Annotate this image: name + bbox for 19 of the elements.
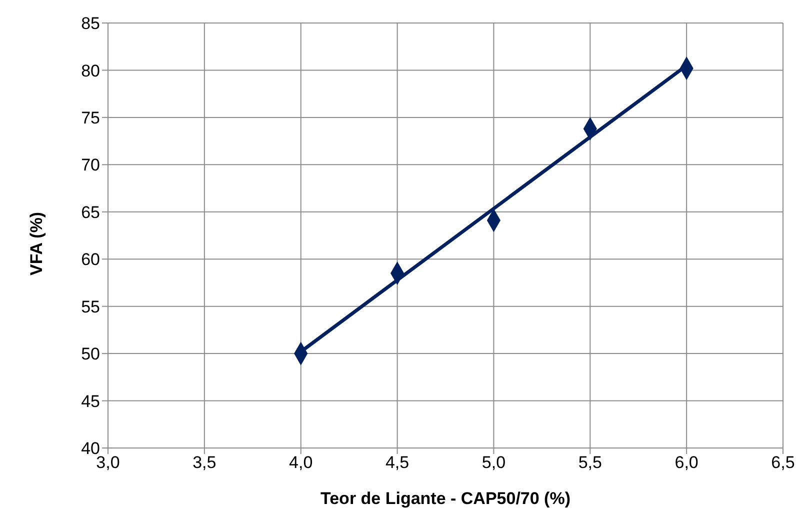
x-axis-title: Teor de Ligante - CAP50/70 (%) (320, 489, 571, 508)
x-tick-label: 6,0 (674, 453, 698, 472)
x-tick-label: 4,5 (385, 453, 410, 472)
y-tick-label: 85 (81, 14, 100, 34)
y-tick-label: 80 (81, 61, 100, 80)
x-tick-label: 3,5 (192, 453, 216, 472)
x-tick-label: 6,5 (771, 453, 795, 472)
y-tick-label: 60 (81, 250, 100, 270)
x-tick-label: 5,0 (482, 453, 506, 472)
y-tick-label: 45 (81, 392, 100, 411)
y-axis-title: VFA (%) (27, 212, 46, 276)
y-tick-label: 55 (81, 297, 100, 316)
x-tick-label: 5,5 (578, 453, 602, 472)
y-tick-label: 65 (81, 202, 100, 222)
x-tick-label: 3,0 (96, 453, 120, 472)
y-tick-label: 75 (81, 108, 100, 128)
x-tick-label: 4,0 (289, 453, 313, 472)
y-tick-label: 70 (81, 156, 100, 175)
y-tick-label: 50 (81, 344, 100, 364)
